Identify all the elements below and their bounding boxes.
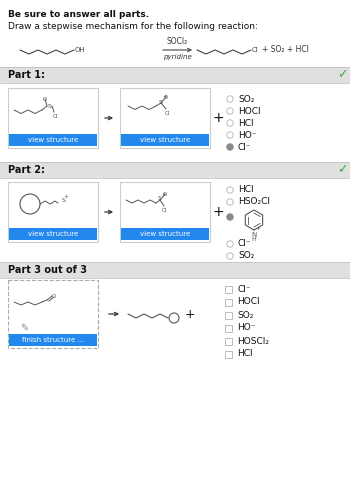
Text: SO₂: SO₂	[238, 251, 254, 261]
Text: Cl: Cl	[52, 114, 58, 119]
FancyBboxPatch shape	[9, 228, 97, 240]
Text: HCl: HCl	[238, 186, 254, 194]
Text: O: O	[52, 294, 56, 299]
Text: ✓: ✓	[337, 69, 347, 81]
Text: S: S	[62, 199, 66, 204]
Text: S: S	[158, 196, 162, 202]
Text: view structure: view structure	[140, 137, 190, 143]
Text: pyridine: pyridine	[163, 54, 191, 60]
Text: SO₂: SO₂	[238, 94, 254, 104]
Text: view structure: view structure	[140, 231, 190, 237]
Text: S: S	[48, 104, 52, 109]
Text: view structure: view structure	[28, 137, 78, 143]
Text: ✓: ✓	[337, 164, 347, 176]
Text: SOCl₂: SOCl₂	[166, 37, 188, 45]
Text: Part 1:: Part 1:	[8, 70, 45, 80]
FancyBboxPatch shape	[9, 334, 97, 346]
Text: HSO₂Cl: HSO₂Cl	[238, 198, 270, 206]
FancyBboxPatch shape	[120, 182, 210, 242]
Text: Cl: Cl	[252, 47, 259, 53]
Text: S: S	[159, 99, 163, 105]
Text: Cl: Cl	[161, 208, 167, 213]
Text: HOCl: HOCl	[238, 107, 261, 115]
FancyBboxPatch shape	[9, 134, 97, 146]
FancyBboxPatch shape	[121, 228, 209, 240]
FancyBboxPatch shape	[121, 134, 209, 146]
FancyBboxPatch shape	[120, 88, 210, 148]
FancyBboxPatch shape	[8, 182, 98, 242]
Text: +: +	[212, 111, 224, 125]
FancyBboxPatch shape	[8, 280, 98, 348]
Text: +: +	[256, 226, 260, 231]
Circle shape	[227, 214, 233, 220]
Text: Cl⁻: Cl⁻	[238, 240, 252, 248]
Text: +: +	[64, 194, 68, 200]
FancyBboxPatch shape	[0, 262, 350, 278]
Text: OH: OH	[75, 47, 86, 53]
Text: Part 3 out of 3: Part 3 out of 3	[8, 265, 87, 275]
Text: Cl: Cl	[164, 111, 170, 116]
Text: Part 2:: Part 2:	[8, 165, 45, 175]
FancyBboxPatch shape	[8, 88, 98, 148]
Text: ✎: ✎	[20, 323, 28, 333]
Text: +: +	[162, 191, 166, 196]
Text: O: O	[43, 97, 47, 102]
Text: O: O	[164, 95, 168, 100]
Text: HCl: HCl	[238, 118, 254, 128]
Text: O: O	[163, 192, 167, 197]
Text: finish structure ...: finish structure ...	[22, 337, 84, 343]
Text: Be sure to answer all parts.: Be sure to answer all parts.	[8, 10, 149, 19]
Text: Draw a stepwise mechanism for the following reaction:: Draw a stepwise mechanism for the follow…	[8, 22, 258, 31]
FancyBboxPatch shape	[0, 67, 350, 83]
Text: view structure: view structure	[28, 231, 78, 237]
Circle shape	[227, 144, 233, 150]
Text: SO₂: SO₂	[237, 311, 253, 319]
FancyBboxPatch shape	[0, 162, 350, 178]
Text: H: H	[252, 237, 256, 242]
Text: HCl: HCl	[237, 350, 253, 358]
Text: HOSCl₂: HOSCl₂	[237, 337, 269, 345]
Text: +: +	[212, 205, 224, 219]
Text: + SO₂ + HCl: + SO₂ + HCl	[262, 45, 309, 55]
Text: HOCl: HOCl	[237, 298, 260, 306]
Text: +: +	[185, 307, 195, 320]
Text: HO⁻: HO⁻	[238, 131, 257, 139]
Text: +: +	[163, 94, 167, 99]
Text: Cl⁻: Cl⁻	[238, 143, 252, 151]
Text: HO⁻: HO⁻	[237, 323, 256, 333]
Text: Cl⁻: Cl⁻	[237, 284, 251, 294]
Text: N: N	[251, 232, 257, 238]
